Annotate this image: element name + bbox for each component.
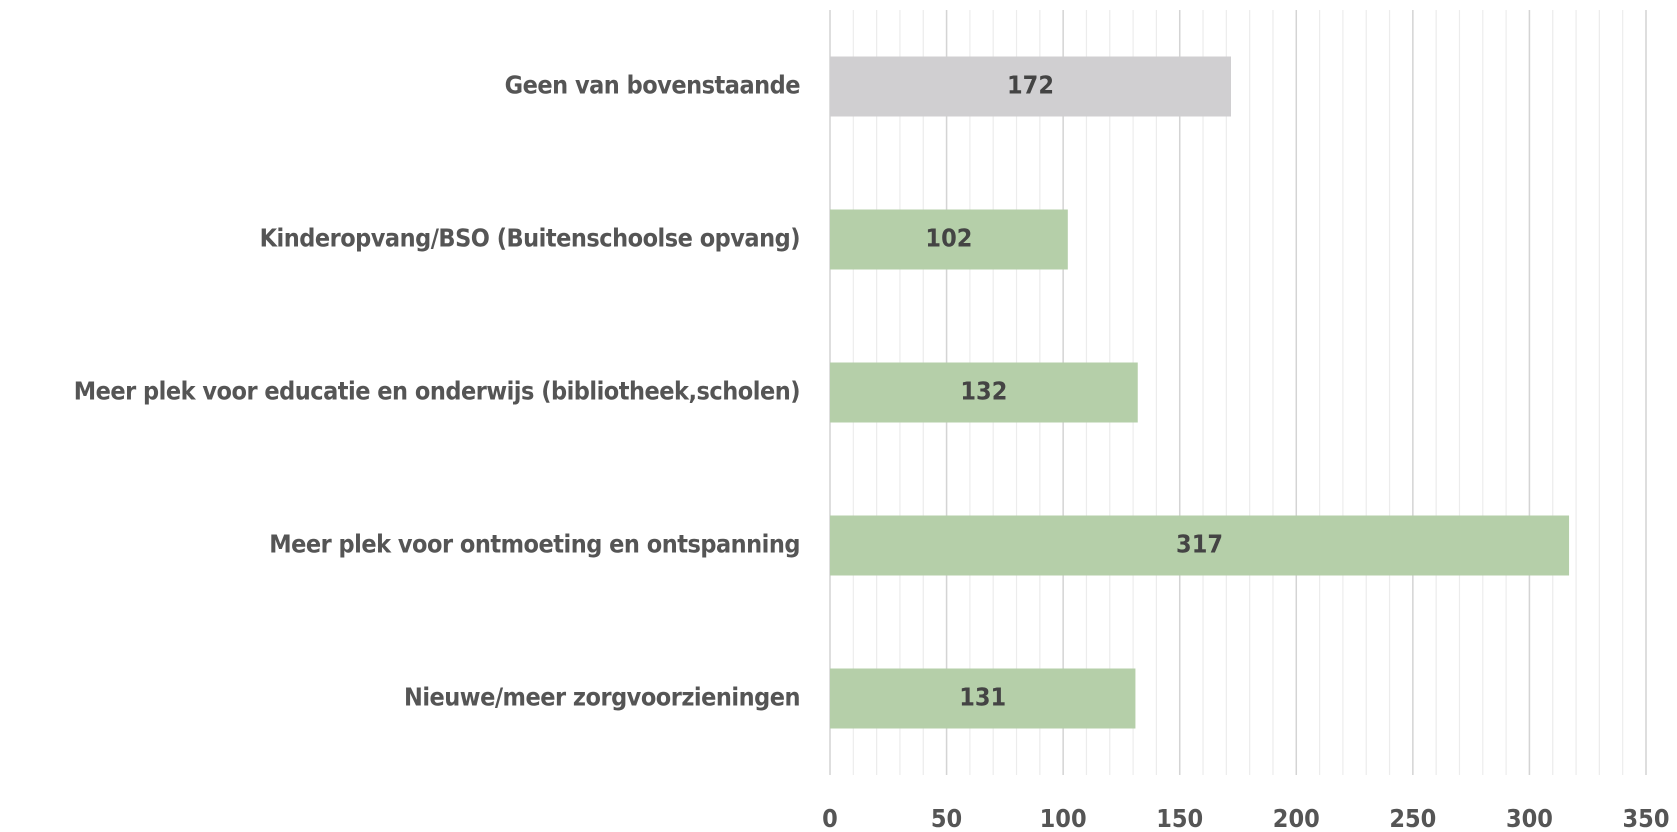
x-tick-label: 200 xyxy=(1273,804,1320,832)
category-label: Nieuwe/meer zorgvoorzieningen xyxy=(404,683,800,712)
x-tick-label: 0 xyxy=(822,804,838,832)
bar xyxy=(830,56,1232,117)
x-tick-label: 300 xyxy=(1506,804,1553,832)
value-label: 131 xyxy=(959,683,1006,712)
x-tick-label: 50 xyxy=(931,804,962,832)
value-label: 317 xyxy=(1176,530,1223,559)
x-tick-label: 250 xyxy=(1389,804,1436,832)
x-tick-label: 150 xyxy=(1156,804,1203,832)
value-label: 172 xyxy=(1007,71,1054,100)
category-label: Geen van bovenstaande xyxy=(505,71,801,100)
category-label: Meer plek voor educatie en onderwijs (bi… xyxy=(74,377,800,406)
category-label: Kinderopvang/BSO (Buitenschoolse opvang) xyxy=(260,224,800,253)
x-tick-label: 350 xyxy=(1623,804,1670,832)
value-label: 102 xyxy=(925,224,972,253)
bar xyxy=(830,209,1068,270)
category-label: Meer plek voor ontmoeting en ontspanning xyxy=(269,530,800,559)
bar xyxy=(830,362,1138,423)
x-tick-label: 100 xyxy=(1040,804,1087,832)
value-label: 132 xyxy=(960,377,1007,406)
bar xyxy=(830,515,1570,576)
bar xyxy=(830,668,1136,729)
